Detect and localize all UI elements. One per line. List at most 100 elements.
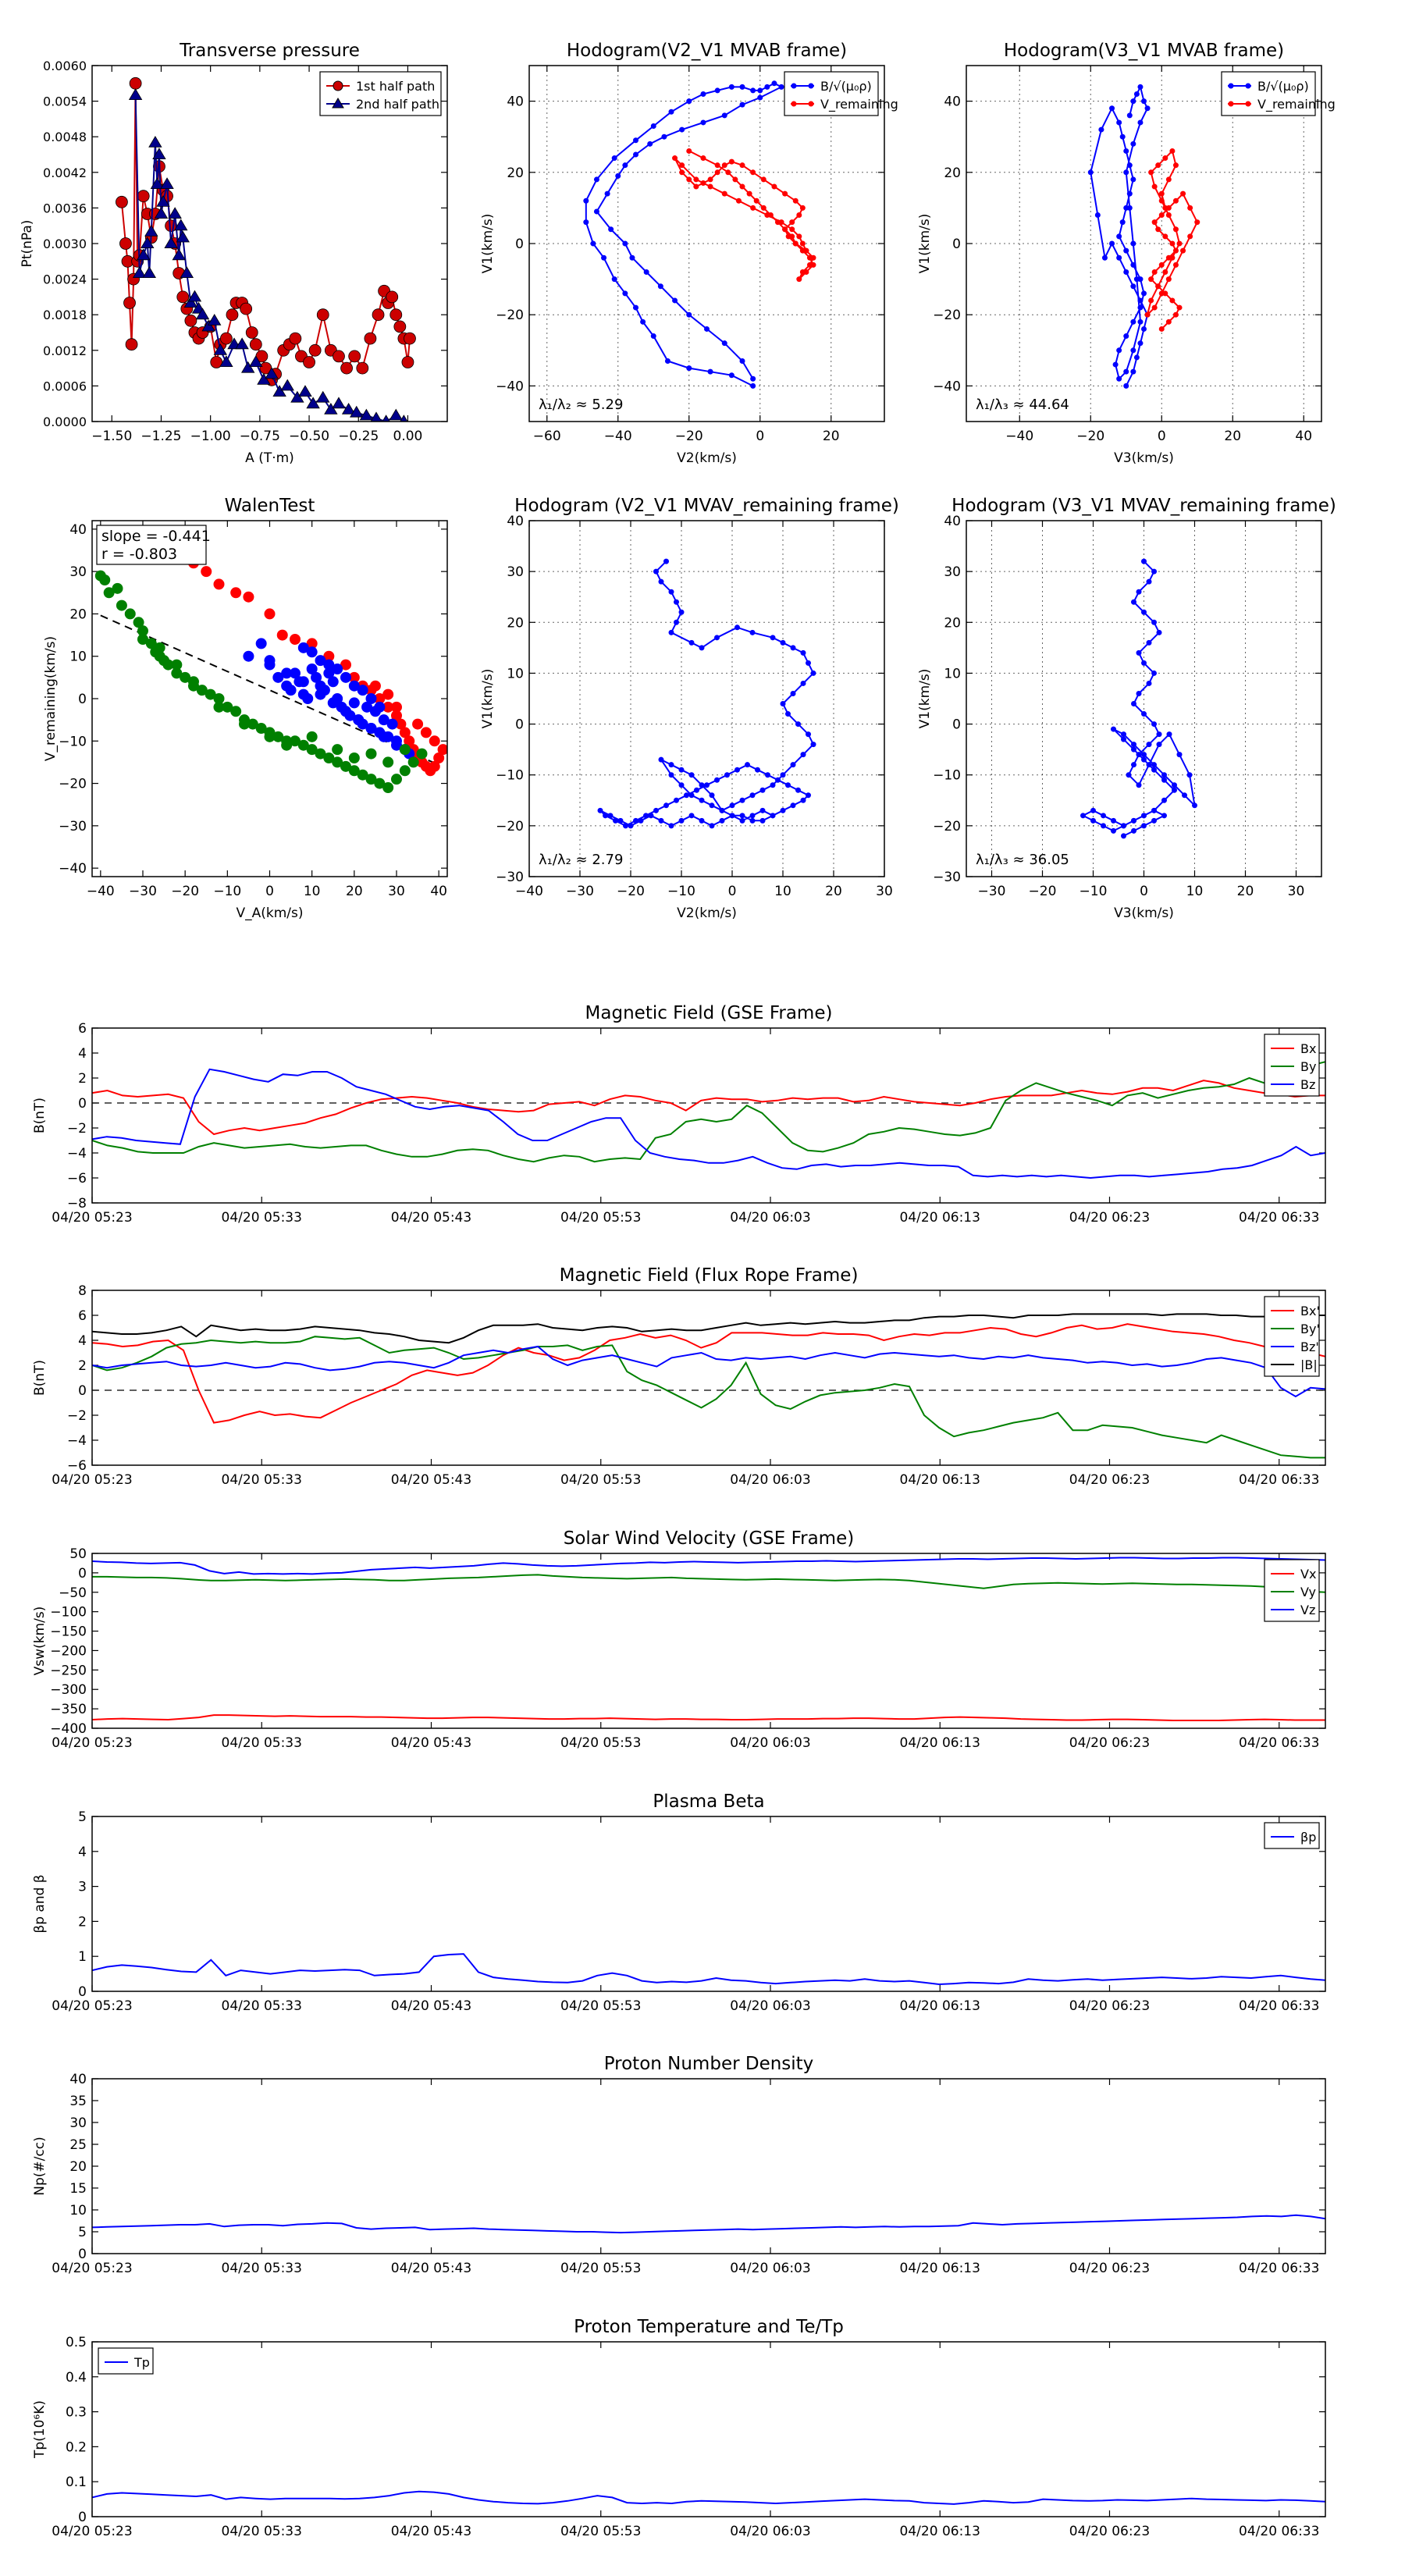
data-point-series-0 — [1141, 752, 1147, 758]
x-tick-label: −20 — [1029, 884, 1057, 899]
data-point-2nd-half-path — [382, 415, 390, 422]
data-point-b — [604, 190, 610, 197]
y-tick-label: −10 — [59, 734, 87, 749]
data-point-v-remaining — [764, 212, 770, 219]
x-tick-label: −40 — [87, 884, 115, 899]
data-point-red — [374, 693, 386, 704]
y-tick-label: 10 — [507, 666, 524, 681]
data-point-red — [420, 727, 432, 738]
data-point-series-0 — [704, 782, 710, 788]
data-point-v-remaining — [1172, 226, 1179, 233]
data-point-b — [633, 304, 638, 311]
data-point-1st-half-path — [316, 308, 329, 322]
data-point-series-0 — [1111, 827, 1116, 834]
data-point-b — [1130, 141, 1136, 147]
plot-area — [94, 540, 447, 793]
legend-marker — [332, 98, 344, 109]
y-tick-label: −4 — [67, 1146, 87, 1162]
data-point-v-remaining — [1187, 205, 1193, 211]
data-point-series-0 — [800, 797, 806, 803]
data-point-b — [1123, 382, 1129, 389]
legend-label: βp — [1300, 1830, 1316, 1845]
x-axis-label: V3(km/s) — [1114, 450, 1174, 466]
data-point-b — [771, 80, 777, 87]
data-point-v-remaining — [1176, 240, 1183, 247]
data-point-red — [391, 701, 402, 713]
plot-frame — [528, 65, 885, 422]
data-point-b — [1137, 318, 1144, 325]
data-point-v-remaining — [796, 212, 802, 219]
series-line-tp — [92, 2490, 1325, 2505]
data-point-2nd-half-path — [316, 390, 330, 403]
x-tick-label: 04/20 05:33 — [222, 2261, 302, 2276]
data-point-v-remaining — [1165, 276, 1172, 283]
data-point-series-0 — [739, 797, 745, 803]
y-tick-label: 40 — [944, 514, 961, 529]
data-point-series-0 — [1131, 599, 1136, 605]
data-point-series-0 — [658, 756, 664, 763]
data-point-2nd-half-path — [306, 397, 320, 409]
data-point-red — [348, 671, 360, 683]
data-point-series-0 — [790, 690, 796, 696]
data-point-series-0 — [800, 649, 806, 656]
plot-frame — [91, 65, 448, 422]
data-point-v-remaining — [1162, 205, 1168, 211]
stats-text: slope = -0.441 — [101, 528, 211, 545]
x-tick-label: −30 — [978, 884, 1006, 899]
data-point-red — [412, 718, 424, 730]
data-point-green — [365, 774, 377, 785]
data-point-series-0 — [1151, 721, 1157, 728]
data-point-series-0 — [1131, 742, 1136, 748]
data-point-2nd-half-path — [280, 379, 294, 391]
data-point-2nd-half-path — [156, 195, 170, 207]
x-tick-label: 04/20 05:53 — [560, 1472, 641, 1488]
data-point-b — [1126, 112, 1133, 119]
y-axis-label: V1(km/s) — [917, 669, 933, 729]
data-point-2nd-half-path — [142, 266, 157, 279]
legend-marker — [808, 101, 814, 107]
plot-frame — [91, 520, 448, 877]
y-axis-label: Tp(10⁶K) — [32, 2400, 48, 2459]
data-point-red — [323, 650, 335, 662]
data-point-b — [583, 197, 589, 204]
data-point-series-0 — [775, 777, 781, 783]
data-point-blue — [285, 685, 297, 696]
data-point-series-0 — [755, 767, 760, 773]
data-point-b — [728, 372, 735, 379]
plot-area — [92, 2490, 1325, 2505]
y-axis-label: V1(km/s) — [480, 214, 496, 274]
data-point-series-0 — [1101, 813, 1106, 819]
data-point-v-remaining — [707, 183, 713, 190]
data-point-b — [778, 84, 784, 90]
data-point-v-remaining — [735, 197, 742, 204]
x-tick-label: 04/20 05:33 — [222, 1210, 302, 1226]
y-tick-label: 20 — [507, 615, 524, 631]
plot-frame — [91, 2341, 1326, 2517]
x-tick-label: 04/20 05:33 — [222, 1998, 302, 2014]
data-point-1st-half-path — [356, 361, 369, 375]
data-point-2nd-half-path — [298, 385, 312, 397]
x-tick-label: 04/20 05:23 — [52, 1472, 132, 1488]
data-point-blue — [378, 714, 389, 726]
x-tick-label: 04/20 05:33 — [222, 1472, 302, 1488]
x-tick-label: 04/20 05:53 — [560, 2261, 641, 2276]
data-point-blue — [391, 739, 402, 751]
x-tick-label: 04/20 06:33 — [1239, 2524, 1319, 2539]
data-point-2nd-half-path — [180, 266, 194, 279]
data-point-green — [340, 760, 351, 772]
y-tick-label: 0.0030 — [43, 237, 87, 251]
data-point-2nd-half-path — [208, 314, 222, 326]
data-point-2nd-half-path — [341, 403, 356, 415]
y-tick-label: −6 — [67, 1458, 87, 1474]
data-point-series-0 — [1146, 742, 1152, 748]
data-point-b — [1137, 304, 1144, 311]
y-tick-label: −2 — [67, 1408, 87, 1424]
data-point-v-remaining — [700, 155, 706, 162]
data-point-series-0 — [628, 823, 634, 829]
data-point-series-0 — [1156, 742, 1162, 748]
data-point-green — [264, 731, 276, 742]
y-tick-label: −30 — [933, 870, 961, 885]
y-tick-label: 2 — [78, 1358, 87, 1374]
data-point-series-0 — [684, 792, 689, 799]
chart-title: Magnetic Field (Flux Rope Frame) — [560, 1265, 859, 1286]
